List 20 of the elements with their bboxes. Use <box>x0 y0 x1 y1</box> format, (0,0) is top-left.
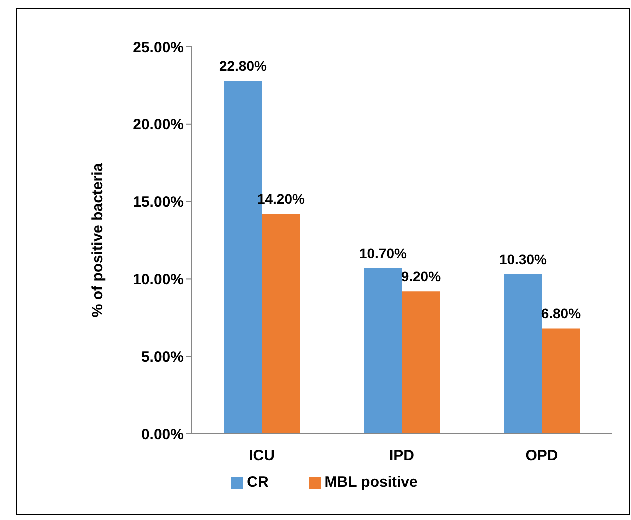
bar <box>364 268 402 434</box>
bar <box>542 328 580 434</box>
y-tick-label: 10.00% <box>133 272 184 289</box>
y-axis-title: % of positive bacteria <box>89 162 106 318</box>
legend-label: MBL positive <box>324 474 418 491</box>
data-label: 10.30% <box>499 252 548 268</box>
y-tick-label: 20.00% <box>133 116 184 134</box>
bar <box>262 214 300 434</box>
bar <box>504 274 542 434</box>
y-tick-label: 5.00% <box>141 348 184 366</box>
bar <box>402 292 440 434</box>
x-tick-label: OPD <box>526 448 558 465</box>
x-tick-label: ICU <box>249 448 275 465</box>
y-tick-label: 15.00% <box>133 194 184 212</box>
x-tick-label: IPD <box>389 448 415 465</box>
y-tick-label: 0.00% <box>141 426 184 444</box>
legend-label: CR <box>247 474 269 491</box>
data-label: 22.80% <box>219 58 268 74</box>
data-label: 10.70% <box>359 245 408 262</box>
y-tick-label: 25.00% <box>133 39 184 56</box>
